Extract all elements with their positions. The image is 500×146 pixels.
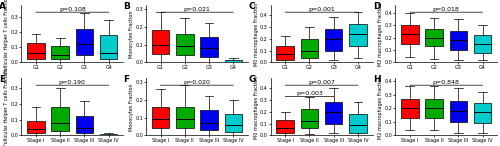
Y-axis label: M2 macrophages Fraction: M2 macrophages Fraction (378, 2, 384, 66)
PathPatch shape (474, 35, 492, 53)
PathPatch shape (350, 114, 366, 133)
Y-axis label: M0 macrophages Fraction: M0 macrophages Fraction (254, 2, 258, 66)
Text: p=0.018: p=0.018 (433, 7, 460, 12)
Text: C: C (248, 2, 255, 12)
Y-axis label: Monocytes Fraction: Monocytes Fraction (129, 83, 134, 131)
PathPatch shape (401, 25, 418, 44)
PathPatch shape (426, 29, 443, 46)
PathPatch shape (325, 102, 342, 124)
Text: H: H (373, 75, 380, 85)
PathPatch shape (276, 46, 294, 60)
Text: p=0.001: p=0.001 (308, 7, 335, 12)
Text: A: A (0, 2, 6, 12)
Text: G: G (248, 75, 256, 85)
PathPatch shape (76, 116, 93, 133)
Y-axis label: Follicular Helper T cells Fraction: Follicular Helper T cells Fraction (4, 68, 10, 146)
Text: F: F (124, 75, 130, 85)
Text: D: D (373, 2, 380, 12)
Text: p=0.021: p=0.021 (184, 7, 210, 12)
Text: p=0.848: p=0.848 (433, 80, 460, 85)
Text: E: E (0, 75, 5, 85)
PathPatch shape (300, 39, 318, 58)
PathPatch shape (350, 24, 366, 46)
PathPatch shape (100, 134, 117, 135)
PathPatch shape (176, 34, 194, 55)
PathPatch shape (450, 31, 467, 50)
PathPatch shape (276, 120, 294, 133)
Y-axis label: Monocytes Fraction: Monocytes Fraction (129, 10, 134, 58)
Text: B: B (124, 2, 130, 12)
PathPatch shape (52, 107, 69, 131)
PathPatch shape (450, 101, 467, 122)
PathPatch shape (176, 107, 194, 128)
PathPatch shape (474, 103, 492, 123)
PathPatch shape (100, 35, 117, 59)
Text: p=0.190: p=0.190 (59, 80, 86, 85)
PathPatch shape (52, 46, 69, 59)
Text: p=0.003: p=0.003 (296, 91, 323, 96)
PathPatch shape (224, 114, 242, 132)
PathPatch shape (76, 29, 93, 55)
PathPatch shape (300, 109, 318, 128)
PathPatch shape (426, 99, 443, 118)
PathPatch shape (200, 38, 218, 57)
Y-axis label: M0 macrophages Fraction: M0 macrophages Fraction (254, 75, 258, 139)
Y-axis label: M2 macrophages Fraction: M2 macrophages Fraction (378, 75, 384, 139)
Text: p=0.007: p=0.007 (308, 80, 335, 85)
PathPatch shape (224, 60, 242, 62)
PathPatch shape (152, 30, 170, 54)
PathPatch shape (27, 43, 44, 59)
PathPatch shape (325, 29, 342, 51)
Text: p=0.108: p=0.108 (59, 7, 86, 12)
Y-axis label: Follicular Helper T cells Fraction: Follicular Helper T cells Fraction (4, 0, 10, 73)
PathPatch shape (152, 107, 170, 128)
PathPatch shape (200, 111, 218, 130)
Text: p=0.020: p=0.020 (184, 80, 210, 85)
PathPatch shape (401, 99, 418, 118)
PathPatch shape (27, 121, 44, 133)
